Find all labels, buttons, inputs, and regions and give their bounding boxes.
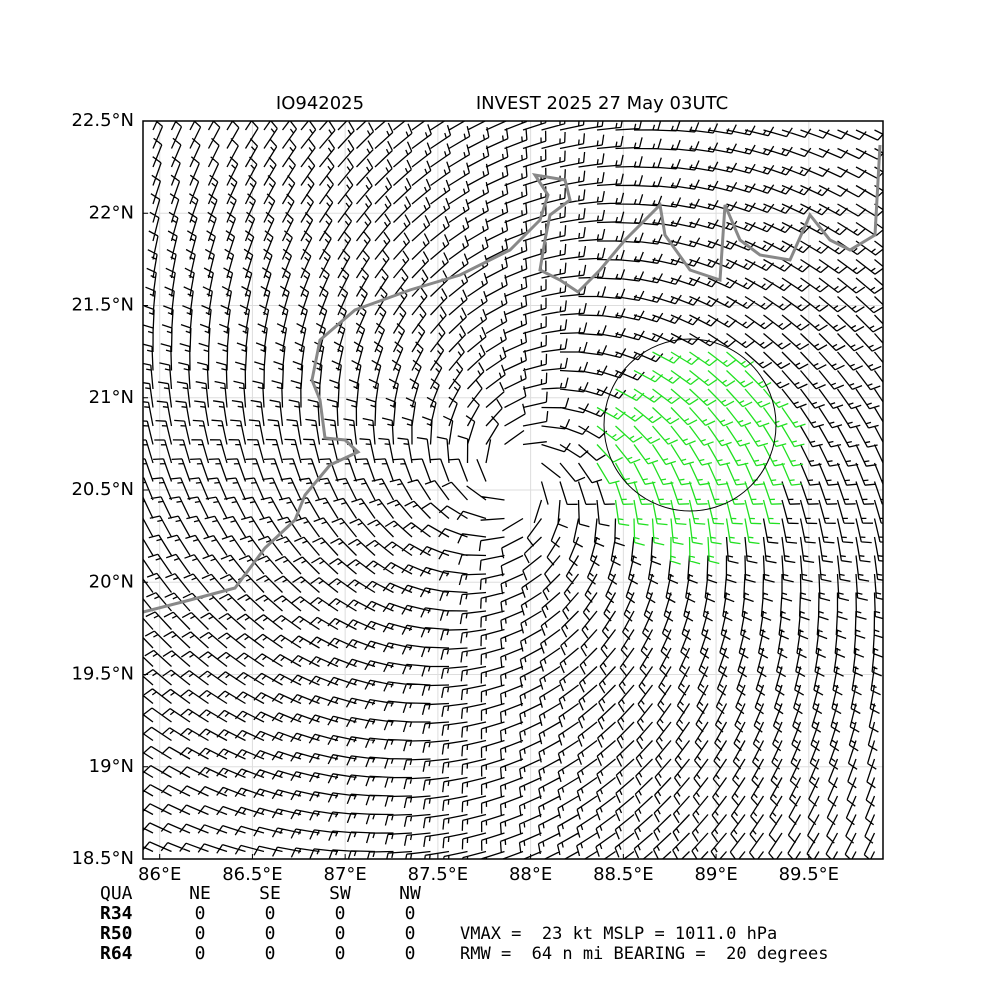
table-header: SW [329, 883, 351, 904]
x-tick-label: 86°E [138, 864, 181, 885]
x-tick-label: 87.5°E [408, 864, 468, 885]
map-title: INVEST 2025 27 May 03UTC [476, 93, 728, 114]
table-cell: 0 [405, 903, 416, 924]
grid [143, 120, 883, 860]
y-tick-label: 19°N [89, 756, 134, 777]
x-tick-label: 88.5°E [593, 864, 653, 885]
barb-set [143, 121, 883, 859]
info-line: RMW = 64 n mi BEARING = 20 degrees [460, 944, 828, 964]
y-tick-label: 18.5°N [71, 848, 134, 869]
y-tick-label: 22.5°N [71, 110, 134, 131]
table-cell: 0 [265, 923, 276, 944]
x-tick-label: 89.5°E [779, 864, 839, 885]
table-cell: 0 [405, 923, 416, 944]
table-cell: 0 [405, 943, 416, 964]
table-header: QUA [100, 883, 133, 904]
table-cell: 0 [265, 943, 276, 964]
y-tick-label: 20°N [89, 571, 134, 592]
table-header: NE [189, 883, 211, 904]
table-cell: 0 [335, 943, 346, 964]
table-cell: R34 [100, 903, 133, 924]
x-tick-label: 87°E [324, 864, 367, 885]
info-line: VMAX = 23 kt MSLP = 1011.0 hPa [460, 924, 777, 944]
table-cell: R64 [100, 943, 133, 964]
rmw-circle [603, 338, 777, 512]
table-cell: 0 [195, 923, 206, 944]
wind-barbs [143, 121, 883, 859]
coastline [143, 144, 882, 614]
y-tick-label: 20.5°N [71, 479, 134, 500]
x-tick-label: 89°E [694, 864, 737, 885]
y-tick-label: 21°N [89, 387, 134, 408]
barb-set-rmw [596, 351, 806, 565]
table-header: SE [259, 883, 281, 904]
table-cell: R50 [100, 923, 133, 944]
axes: 86°E 86.5°E 87°E 87.5°E 88°E 88.5°E 89°E 89.5°E… [71, 110, 839, 885]
table-cell: 0 [335, 903, 346, 924]
table-cell: 0 [195, 943, 206, 964]
table-cell: 0 [265, 903, 276, 924]
y-tick-label: 21.5°N [71, 295, 134, 316]
table-header: NW [399, 883, 421, 904]
x-tick-label: 88°E [509, 864, 552, 885]
x-tick-label: 86.5°E [222, 864, 282, 885]
table-cell: 0 [195, 903, 206, 924]
table-cell: 0 [335, 923, 346, 944]
storm-id: IO942025 [276, 93, 364, 114]
y-tick-label: 22°N [89, 202, 134, 223]
y-tick-label: 19.5°N [71, 664, 134, 685]
